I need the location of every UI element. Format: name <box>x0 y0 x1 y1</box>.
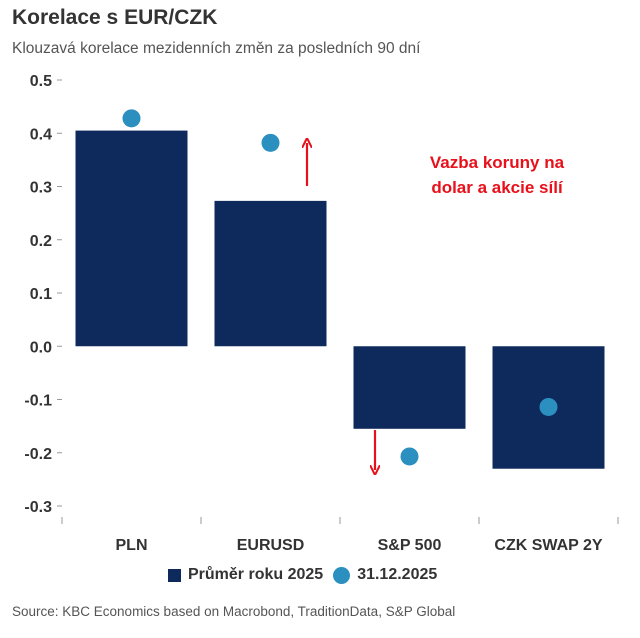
y-tick-label: 0.5 <box>30 73 52 90</box>
legend-square-icon <box>168 568 181 582</box>
y-tick-label: 0.0 <box>30 339 52 356</box>
legend-dot-icon <box>333 566 351 584</box>
source-note: Source: KBC Economics based on Macrobond… <box>12 604 456 619</box>
legend-label-dots: 31.12.2025 <box>357 566 438 583</box>
dot-point <box>261 133 280 152</box>
dot-point <box>122 109 141 128</box>
x-category-label: S&P 500 <box>378 537 442 554</box>
bar <box>75 130 188 347</box>
chart-subtitle: Klouzavá korelace mezidenních změn za po… <box>12 40 421 57</box>
dot-point <box>400 447 419 466</box>
legend-item-dots: 31.12.2025 <box>333 566 437 584</box>
correlation-chart: 0.5 0.4 0.3 0.2 0.1 0.0 -0.1 -0.2 -0.3 PLN EURUSD… <box>24 73 619 554</box>
annotation-line-1: Vazba koruny na <box>430 153 565 172</box>
y-tick-label: 0.2 <box>30 233 52 250</box>
dot-point <box>539 397 558 416</box>
y-tick-label: 0.4 <box>30 126 52 143</box>
legend: Průměr roku 2025 31.12.2025 <box>168 566 447 584</box>
bar <box>214 200 327 347</box>
annotation-arrows <box>307 143 375 470</box>
legend-label-bars: Průměr roku 2025 <box>188 566 324 583</box>
y-axis: 0.5 0.4 0.3 0.2 0.1 0.0 -0.1 -0.2 -0.3 <box>24 73 62 516</box>
x-category-label: CZK SWAP 2Y <box>494 537 603 554</box>
annotation-line-2: dolar a akcie sílí <box>431 178 564 197</box>
y-tick-label: 0.1 <box>30 286 52 303</box>
y-tick-label: -0.3 <box>24 499 52 516</box>
y-tick-label: -0.2 <box>24 446 52 463</box>
bar <box>353 346 466 429</box>
x-axis: PLN EURUSD S&P 500 CZK SWAP 2Y <box>61 517 619 554</box>
dot-series <box>122 109 558 466</box>
x-category-label: PLN <box>116 537 148 554</box>
y-tick-label: 0.3 <box>30 180 52 197</box>
x-category-label: EURUSD <box>237 537 305 554</box>
y-tick-label: -0.1 <box>24 393 52 410</box>
chart-title: Korelace s EUR/CZK <box>12 6 218 29</box>
legend-item-bars: Průměr roku 2025 <box>168 566 323 584</box>
